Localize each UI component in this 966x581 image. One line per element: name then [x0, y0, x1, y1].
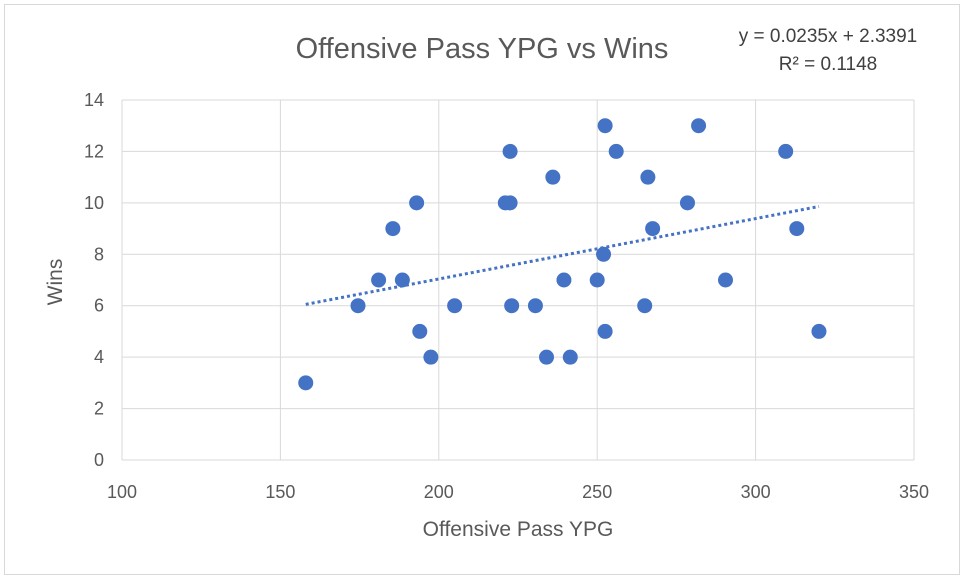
data-point	[778, 143, 794, 159]
y-tick-label: 0	[94, 450, 104, 470]
data-point	[789, 221, 805, 237]
data-point	[597, 118, 613, 134]
y-tick-label: 8	[94, 244, 104, 264]
data-point	[502, 195, 518, 211]
y-tick-label: 10	[84, 193, 104, 213]
data-point	[412, 323, 428, 339]
data-point	[640, 169, 656, 185]
data-point	[679, 195, 695, 211]
data-point	[539, 349, 555, 365]
data-point	[447, 298, 463, 314]
x-tick-label: 100	[107, 482, 137, 502]
x-tick-label: 250	[582, 482, 612, 502]
data-point	[596, 246, 612, 262]
data-point	[589, 272, 605, 288]
trendline-layer	[305, 205, 820, 306]
data-point	[637, 298, 653, 314]
data-point	[394, 272, 410, 288]
x-tick-label: 300	[741, 482, 771, 502]
data-points	[298, 118, 827, 391]
chart-frame	[4, 4, 960, 575]
trendline-r2: R² = 0.1148	[779, 54, 877, 75]
data-point	[502, 143, 518, 159]
data-point	[811, 323, 827, 339]
data-point	[504, 298, 520, 314]
x-tick-label: 350	[899, 482, 929, 502]
x-axis-label: Offensive Pass YPG	[423, 518, 614, 541]
x-tick-label: 150	[265, 482, 295, 502]
trendline	[305, 205, 820, 306]
y-tick-label: 12	[84, 141, 104, 161]
trendline-equation: y = 0.0235x + 2.3391	[739, 26, 918, 47]
data-point	[350, 298, 366, 314]
y-tick-label: 4	[94, 347, 104, 367]
data-point	[298, 375, 314, 391]
data-point	[409, 195, 425, 211]
data-point	[597, 323, 613, 339]
data-point	[556, 272, 572, 288]
data-point	[691, 118, 707, 134]
y-axis-label: Wins	[44, 259, 67, 306]
data-point	[562, 349, 578, 365]
y-tick-label: 6	[94, 296, 104, 316]
data-point	[545, 169, 561, 185]
gridlines	[121, 99, 915, 461]
data-point	[527, 298, 543, 314]
data-point	[645, 221, 661, 237]
data-point	[423, 349, 439, 365]
data-point	[608, 143, 624, 159]
data-point	[371, 272, 387, 288]
y-tick-label: 14	[84, 90, 104, 110]
chart-title: Offensive Pass YPG vs Wins	[296, 33, 669, 65]
x-tick-label: 200	[424, 482, 454, 502]
y-tick-label: 2	[94, 399, 104, 419]
tick-labels: 0 2 4 6 8 10 12 14 100 150 200 250 300 350	[84, 90, 929, 502]
data-point	[718, 272, 734, 288]
data-point	[385, 221, 401, 237]
